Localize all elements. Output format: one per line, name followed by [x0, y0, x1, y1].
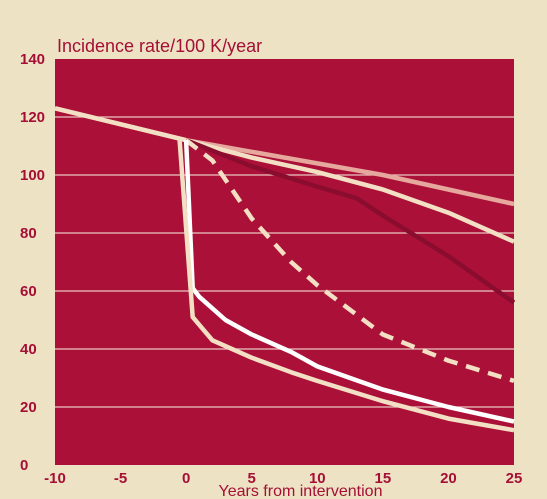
y-tick-label: 40 [20, 341, 37, 358]
y-tick-label: 80 [20, 225, 37, 242]
series-group [54, 106, 516, 433]
x-tick-labels: -10 -5 0 5 10 15 20 25 [44, 470, 522, 487]
x-tick-label: 20 [440, 470, 457, 487]
y-tick-label: 100 [20, 167, 45, 184]
series-line-5 [183, 140, 515, 424]
series-line-6 [177, 140, 515, 433]
series-line-3 [185, 138, 516, 305]
x-tick-label: 25 [506, 470, 523, 487]
x-tick-label: 5 [248, 470, 256, 487]
x-tick-label: 10 [309, 470, 326, 487]
y-tick-label: 60 [20, 283, 37, 300]
x-tick-label: -5 [114, 470, 127, 487]
y-tick-label: 120 [20, 109, 45, 126]
x-tick-label: -10 [44, 470, 66, 487]
y-tick-label: 20 [20, 399, 37, 416]
y-tick-label: 0 [20, 457, 28, 474]
y-tick-label: 140 [20, 51, 45, 68]
y-axis-label: Incidence rate/100 K/year [57, 36, 262, 56]
y-tick-labels: 0 20 40 60 80 100 120 140 [20, 51, 45, 474]
x-tick-label: 0 [182, 470, 190, 487]
x-tick-label: 15 [375, 470, 392, 487]
x-axis-label: Years from intervention [219, 483, 383, 499]
